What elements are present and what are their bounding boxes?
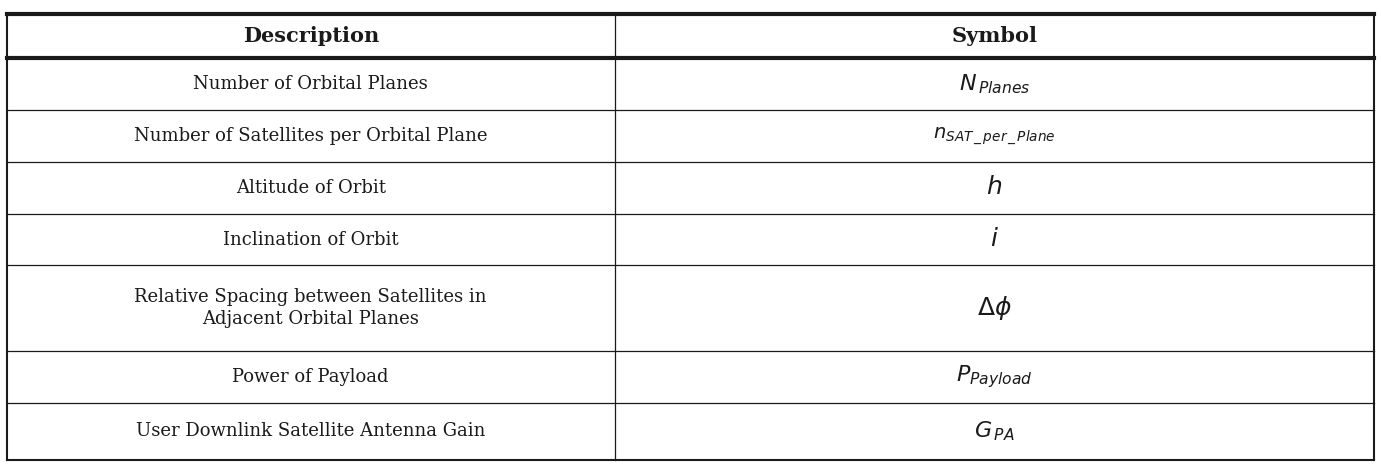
Text: Number of Orbital Planes: Number of Orbital Planes xyxy=(193,75,428,93)
Text: $\Delta\phi$: $\Delta\phi$ xyxy=(976,294,1012,322)
Text: $i$: $i$ xyxy=(990,228,998,251)
Text: Relative Spacing between Satellites in
Adjacent Orbital Planes: Relative Spacing between Satellites in A… xyxy=(134,288,487,328)
Text: User Downlink Satellite Antenna Gain: User Downlink Satellite Antenna Gain xyxy=(137,422,485,440)
Text: $n_{\mathit{SAT\,\_\,per\,\_\,Plane}}$: $n_{\mathit{SAT\,\_\,per\,\_\,Plane}}$ xyxy=(934,126,1055,146)
Text: $G_{\,\mathit{PA}}$: $G_{\,\mathit{PA}}$ xyxy=(974,419,1015,443)
Text: Symbol: Symbol xyxy=(952,26,1037,46)
Text: $h$: $h$ xyxy=(986,176,1003,199)
Text: Inclination of Orbit: Inclination of Orbit xyxy=(222,230,399,248)
Text: $P_{\mathit{Payload}}$: $P_{\mathit{Payload}}$ xyxy=(956,364,1033,390)
Text: Description: Description xyxy=(243,26,378,46)
Text: $N_{\,\mathit{Planes}}$: $N_{\,\mathit{Planes}}$ xyxy=(958,73,1030,96)
Text: Power of Payload: Power of Payload xyxy=(232,368,389,386)
Text: Number of Satellites per Orbital Plane: Number of Satellites per Orbital Plane xyxy=(134,127,487,145)
Text: Altitude of Orbit: Altitude of Orbit xyxy=(236,179,385,197)
